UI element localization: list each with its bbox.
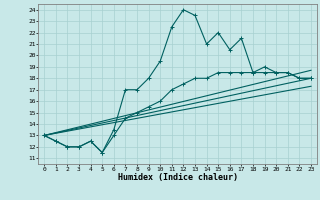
X-axis label: Humidex (Indice chaleur): Humidex (Indice chaleur): [118, 173, 238, 182]
